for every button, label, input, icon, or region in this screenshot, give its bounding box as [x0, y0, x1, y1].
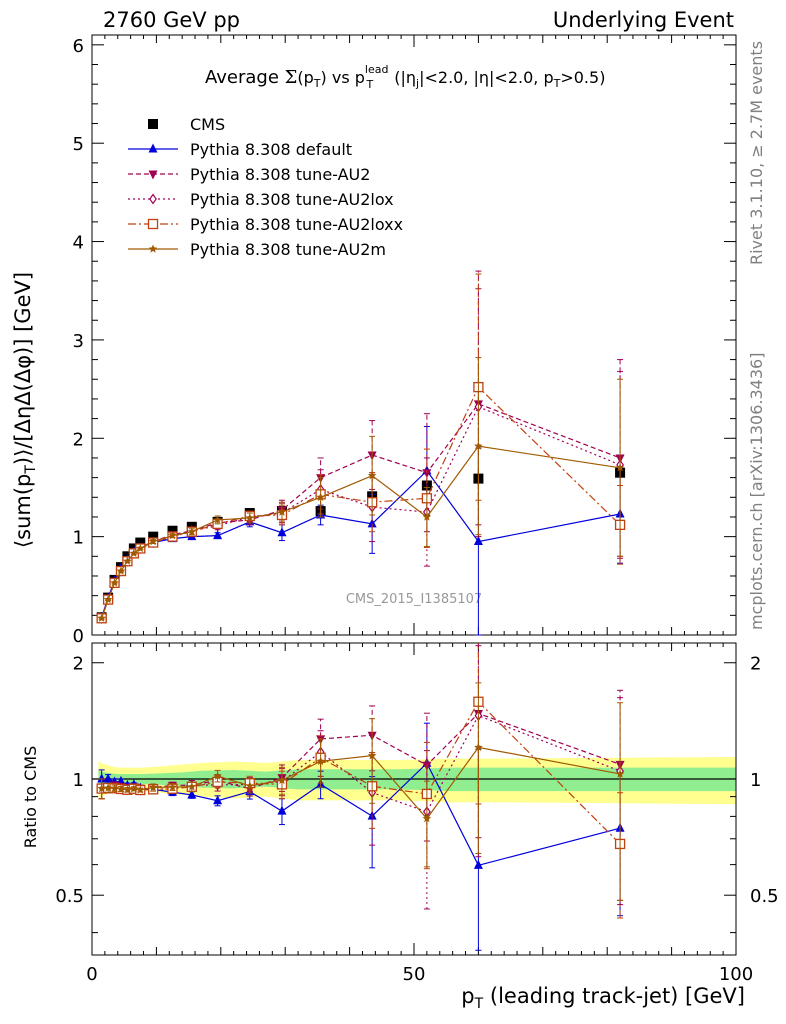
data-point — [474, 441, 483, 450]
rivet-label: Rivet 3.1.10, ≥ 2.7M events — [747, 41, 766, 265]
data-point — [97, 613, 106, 622]
legend: CMS Pythia 8.308 default Pythia 8.308 tune… — [128, 115, 403, 259]
ratio-data-point — [97, 784, 106, 793]
series-line — [101, 406, 621, 619]
header-left: 2760 GeV pp — [103, 8, 240, 32]
y-tick-label: 5 — [73, 134, 84, 155]
data-point — [123, 556, 132, 565]
series-5 — [97, 357, 625, 622]
legend-label: Pythia 8.308 tune-AU2loxx — [190, 215, 403, 234]
ratio-data-point — [103, 783, 113, 792]
ratio-data-point — [187, 789, 197, 799]
legend-marker — [147, 218, 159, 230]
data-point — [367, 471, 377, 480]
data-point — [148, 531, 159, 542]
ratio-data-point — [367, 751, 377, 760]
ratio-data-point — [245, 781, 255, 790]
ratio-data-point — [129, 784, 139, 793]
legend-label: Pythia 8.308 tune-AU2m — [190, 240, 386, 259]
data-point — [148, 537, 158, 546]
data-point — [116, 566, 126, 575]
series-2 — [97, 270, 625, 624]
data-point — [167, 525, 178, 536]
y-axis-label: ⟨sum(pT)⟩/[ΔηΔ(Δφ)] [GeV] — [11, 272, 39, 548]
legend-label: Pythia 8.308 default — [190, 140, 352, 159]
ratio-tick-label-right: 0.5 — [750, 886, 779, 907]
legend-marker — [148, 143, 158, 153]
ratio-data-point — [168, 782, 177, 791]
x-tick-label: 0 — [86, 964, 97, 985]
legend-label: Pythia 8.308 tune-AU2 — [190, 165, 370, 184]
data-point — [245, 513, 255, 522]
data-point — [129, 548, 139, 557]
data-point — [277, 527, 287, 537]
ratio-tick-label: 1 — [73, 770, 84, 791]
y-tick-label: 0 — [73, 626, 84, 647]
ratio-data-point — [422, 814, 432, 823]
header-right: Underlying Event — [553, 8, 734, 32]
ratio-y-axis-label: Ratio to CMS — [21, 746, 40, 848]
data-point — [103, 595, 113, 604]
ratio-series-group — [96, 643, 626, 951]
data-point — [213, 530, 223, 540]
ratio-data-point — [213, 771, 222, 780]
ratio-data-point — [123, 785, 132, 794]
data-point — [136, 543, 145, 553]
ratio-tick-label-right: 1 — [750, 770, 761, 791]
ratio-data-point — [187, 782, 197, 791]
main-plot-frame — [91, 34, 737, 636]
ratio-band-group — [92, 757, 736, 805]
x-axis-label: pT (leading track-jet) [GeV] — [461, 984, 745, 1012]
data-point — [615, 463, 625, 472]
ratio-tick-label-right: 2 — [750, 654, 761, 675]
ratio-data-point — [474, 742, 483, 751]
series-4 — [96, 273, 626, 624]
chart-title: Average Σ(pT) vs plead T (|ηj|<2.0, |η|<2… — [205, 63, 605, 91]
data-point — [316, 492, 325, 501]
ratio-data-point — [213, 795, 223, 805]
y-tick-label: 1 — [73, 528, 84, 549]
data-point — [110, 578, 119, 587]
y-tick-label: 2 — [73, 429, 84, 450]
ratio-tick-label: 0.5 — [55, 886, 84, 907]
data-point — [422, 469, 432, 479]
ratio-data-point — [473, 859, 483, 869]
ratio-data-point — [97, 773, 107, 783]
ratio-data-point — [136, 785, 145, 794]
ratio-data-point — [615, 769, 625, 778]
x-tick-label: 50 — [403, 964, 426, 985]
data-point — [187, 527, 197, 536]
mcplots-label: mcplots.cern.ch [arXiv:1306.3436] — [747, 353, 766, 630]
x-tick-label: 100 — [719, 964, 753, 985]
ratio-data-point — [277, 805, 287, 815]
ratio-data-point — [110, 783, 119, 792]
ratio-data-point — [277, 775, 287, 784]
legend-marker — [148, 244, 158, 253]
ratio-data-point — [116, 784, 126, 793]
data-point — [422, 512, 432, 521]
legend-marker — [148, 119, 158, 129]
y-tick-label: 3 — [73, 331, 84, 352]
data-point — [277, 507, 287, 516]
y-tick-label: 6 — [73, 36, 84, 57]
y-tick-label: 4 — [73, 233, 84, 254]
series-line — [101, 403, 621, 619]
legend-marker — [149, 193, 157, 205]
ratio-data-point — [116, 775, 126, 785]
legend-label: Pythia 8.308 tune-AU2lox — [190, 190, 394, 209]
data-point — [168, 531, 177, 540]
ratio-data-point — [103, 773, 113, 783]
ratio-tick-label: 2 — [73, 654, 84, 675]
data-point — [367, 518, 377, 528]
data-point — [213, 515, 222, 524]
ratio-data-point — [148, 783, 158, 792]
legend-label: CMS — [190, 115, 225, 134]
analysis-watermark: CMS_2015_I1385107 — [346, 592, 482, 607]
legend-marker — [148, 170, 158, 180]
ratio-data-point — [316, 756, 325, 765]
data-point — [473, 536, 483, 546]
